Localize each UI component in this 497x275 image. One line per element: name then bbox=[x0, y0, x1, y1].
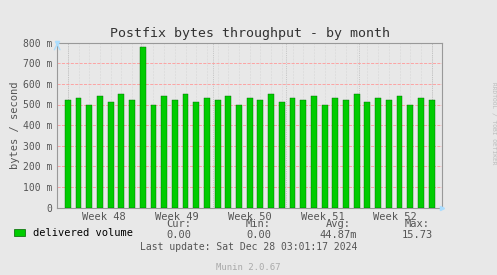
Bar bbox=[140, 47, 146, 208]
Bar bbox=[247, 98, 252, 208]
Bar bbox=[429, 100, 434, 208]
Bar bbox=[118, 94, 124, 208]
Text: Munin 2.0.67: Munin 2.0.67 bbox=[216, 263, 281, 271]
Bar bbox=[332, 98, 338, 208]
Bar bbox=[65, 100, 71, 208]
Bar bbox=[290, 98, 296, 208]
Legend: delivered volume: delivered volume bbox=[10, 224, 137, 242]
Bar bbox=[407, 104, 413, 208]
Bar bbox=[279, 103, 285, 208]
Bar bbox=[151, 104, 157, 208]
Bar bbox=[354, 94, 360, 208]
Bar bbox=[343, 100, 349, 208]
Bar bbox=[257, 100, 263, 208]
Title: Postfix bytes throughput - by month: Postfix bytes throughput - by month bbox=[110, 27, 390, 40]
Bar bbox=[300, 100, 306, 208]
Text: Avg:: Avg: bbox=[326, 219, 350, 229]
Bar bbox=[129, 100, 135, 208]
Bar bbox=[161, 96, 167, 208]
Bar bbox=[397, 96, 403, 208]
Text: Max:: Max: bbox=[405, 219, 430, 229]
Bar bbox=[172, 100, 178, 208]
Bar bbox=[76, 98, 82, 208]
Bar bbox=[193, 103, 199, 208]
Text: Cur:: Cur: bbox=[166, 219, 191, 229]
Text: 44.87m: 44.87m bbox=[319, 230, 357, 240]
Y-axis label: bytes / second: bytes / second bbox=[10, 81, 20, 169]
Bar bbox=[418, 98, 424, 208]
Bar bbox=[375, 98, 381, 208]
Bar bbox=[268, 94, 274, 208]
Text: 0.00: 0.00 bbox=[246, 230, 271, 240]
Bar bbox=[322, 104, 328, 208]
Bar bbox=[204, 98, 210, 208]
Bar bbox=[364, 103, 370, 208]
Text: 15.73: 15.73 bbox=[402, 230, 433, 240]
Bar bbox=[236, 104, 242, 208]
Bar bbox=[97, 96, 103, 208]
Text: Min:: Min: bbox=[246, 219, 271, 229]
Bar bbox=[86, 104, 92, 208]
Bar bbox=[226, 96, 231, 208]
Text: 0.00: 0.00 bbox=[166, 230, 191, 240]
Bar bbox=[215, 100, 221, 208]
Text: Last update: Sat Dec 28 03:01:17 2024: Last update: Sat Dec 28 03:01:17 2024 bbox=[140, 242, 357, 252]
Bar bbox=[108, 103, 114, 208]
Bar bbox=[386, 100, 392, 208]
Bar bbox=[311, 96, 317, 208]
Text: RRDTOOL / TOBI OETIKER: RRDTOOL / TOBI OETIKER bbox=[491, 82, 496, 165]
Bar bbox=[182, 94, 188, 208]
